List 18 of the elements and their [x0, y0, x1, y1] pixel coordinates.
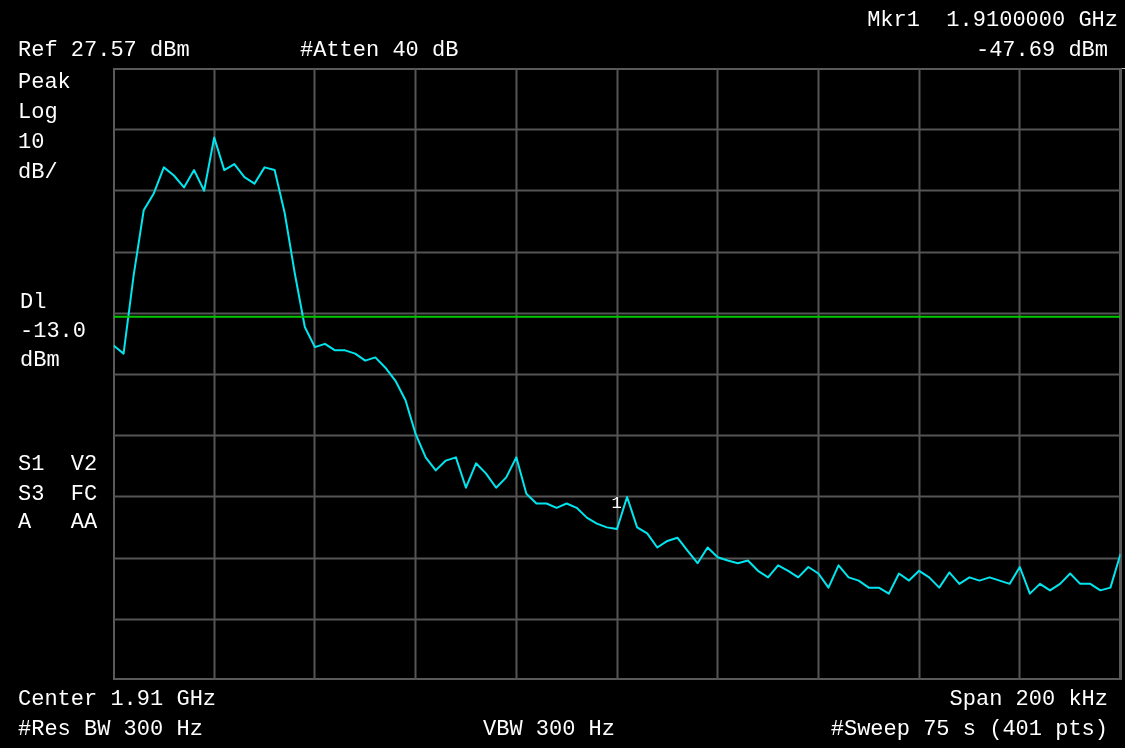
text: Span 200 kHz: [949, 686, 1108, 714]
text: #Res BW 300 Hz: [18, 716, 203, 744]
text: A AA: [18, 509, 98, 537]
text: S3 FC: [18, 481, 98, 509]
text: Peak: [18, 69, 71, 97]
text: S1 V2: [18, 451, 98, 479]
annotation: 1: [611, 494, 622, 513]
ref-line-label: Dl -13.0 dBm: [20, 289, 87, 375]
text: #Sweep 75 s (401 pts): [830, 716, 1108, 744]
text: -47.69 dBm: [975, 37, 1108, 65]
text: Log: [18, 99, 58, 127]
text: VBW 300 Hz: [483, 716, 616, 744]
text: dB/: [18, 159, 58, 187]
text: Mkr1 1.9100000 GHz: [867, 7, 1118, 35]
text: 10: [18, 129, 45, 157]
text: Center 1.91 GHz: [18, 686, 217, 714]
text: Ref 27.57 dBm: [18, 37, 190, 65]
text: #Atten 40 dB: [300, 37, 459, 65]
